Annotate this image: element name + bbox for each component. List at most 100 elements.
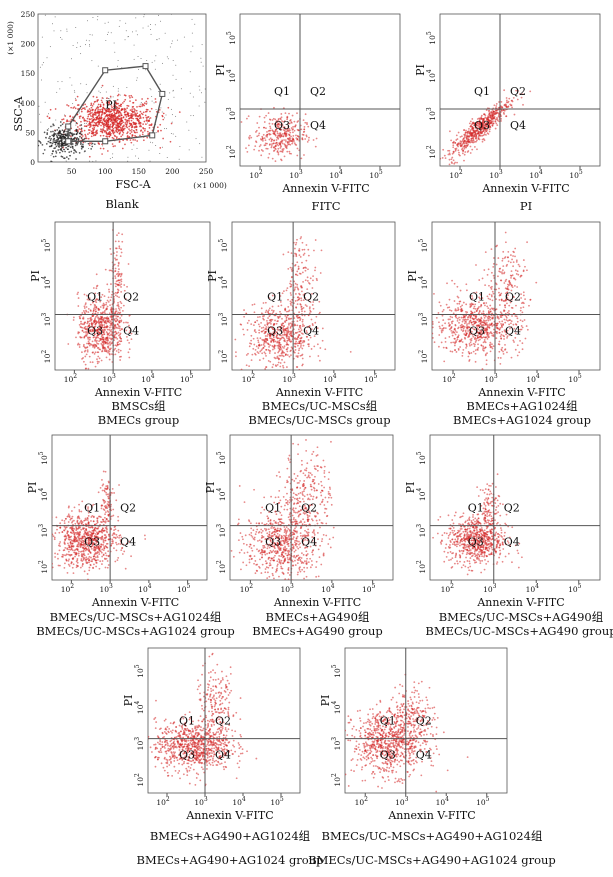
data-point (501, 330, 504, 333)
data-point (166, 156, 168, 158)
data-point (140, 125, 142, 128)
data-point (519, 328, 522, 331)
data-point (111, 125, 114, 128)
data-point (85, 39, 87, 41)
data-point (443, 154, 446, 157)
data-point (199, 143, 201, 145)
data-point (113, 131, 116, 134)
data-point (109, 123, 112, 126)
data-point (279, 338, 282, 341)
data-point (74, 97, 76, 99)
data-point (91, 315, 94, 317)
data-point (265, 147, 268, 150)
data-point (78, 151, 81, 154)
data-point (109, 247, 112, 250)
data-point (474, 349, 477, 352)
data-point (299, 237, 302, 240)
data-point (102, 319, 105, 321)
data-point (114, 51, 116, 53)
data-point (94, 323, 97, 326)
data-point (477, 131, 480, 134)
data-point (128, 314, 131, 317)
data-point (290, 294, 292, 296)
data-point (116, 119, 119, 122)
data-point (138, 157, 140, 159)
data-point (119, 275, 122, 278)
data-point (474, 343, 476, 346)
data-point (76, 343, 79, 346)
data-point (70, 135, 72, 138)
data-point (480, 118, 483, 120)
data-point (110, 283, 112, 285)
data-point (97, 103, 100, 106)
data-point (458, 316, 460, 319)
data-point (280, 150, 283, 153)
data-point (476, 327, 479, 329)
data-point (106, 132, 108, 135)
data-point (102, 145, 104, 147)
data-point (281, 292, 284, 295)
data-point (97, 142, 100, 144)
data-point (154, 68, 156, 70)
data-point (85, 353, 88, 356)
data-point (116, 318, 119, 321)
data-point (62, 118, 65, 120)
data-point (468, 335, 471, 338)
y-tick-label: 104 (41, 276, 52, 290)
data-point (268, 330, 271, 332)
data-point (55, 134, 58, 137)
data-point (99, 103, 102, 106)
data-point (112, 115, 114, 118)
data-point (487, 311, 490, 314)
data-point (301, 286, 303, 289)
data-point (473, 328, 475, 331)
data-point (126, 135, 129, 137)
data-point (282, 135, 285, 137)
data-point (268, 352, 271, 354)
data-point (77, 126, 79, 128)
data-point (458, 321, 460, 324)
data-point (120, 112, 122, 115)
data-point (64, 115, 67, 117)
data-point (475, 315, 478, 317)
data-point (508, 304, 511, 307)
data-point (115, 317, 118, 320)
data-point (524, 298, 526, 301)
data-point (460, 144, 462, 147)
data-point (459, 300, 462, 303)
data-point (439, 327, 442, 330)
data-point (71, 134, 74, 137)
data-point (245, 354, 248, 356)
data-point (452, 151, 455, 154)
data-point (448, 328, 451, 331)
data-point (49, 108, 52, 111)
data-point (100, 321, 103, 324)
data-point (272, 332, 275, 335)
data-point (277, 361, 280, 364)
data-point (120, 314, 123, 317)
data-point (136, 131, 138, 134)
data-point (133, 44, 135, 46)
data-point (104, 120, 107, 122)
data-point (116, 136, 118, 138)
data-point (105, 317, 108, 320)
data-point (441, 314, 444, 317)
data-point (96, 360, 99, 363)
data-point (61, 38, 63, 40)
data-point (143, 102, 146, 104)
data-point (496, 112, 499, 114)
data-point (277, 147, 280, 150)
data-point (470, 374, 472, 376)
data-point (454, 315, 457, 318)
data-point (108, 337, 111, 340)
data-point (483, 316, 486, 319)
data-point (495, 109, 497, 112)
data-point (507, 250, 510, 253)
data-point (491, 325, 494, 327)
data-point (80, 145, 83, 148)
data-point (509, 301, 512, 304)
data-point (158, 91, 160, 93)
data-point (312, 279, 314, 282)
data-point (136, 140, 139, 142)
data-point (78, 128, 81, 130)
